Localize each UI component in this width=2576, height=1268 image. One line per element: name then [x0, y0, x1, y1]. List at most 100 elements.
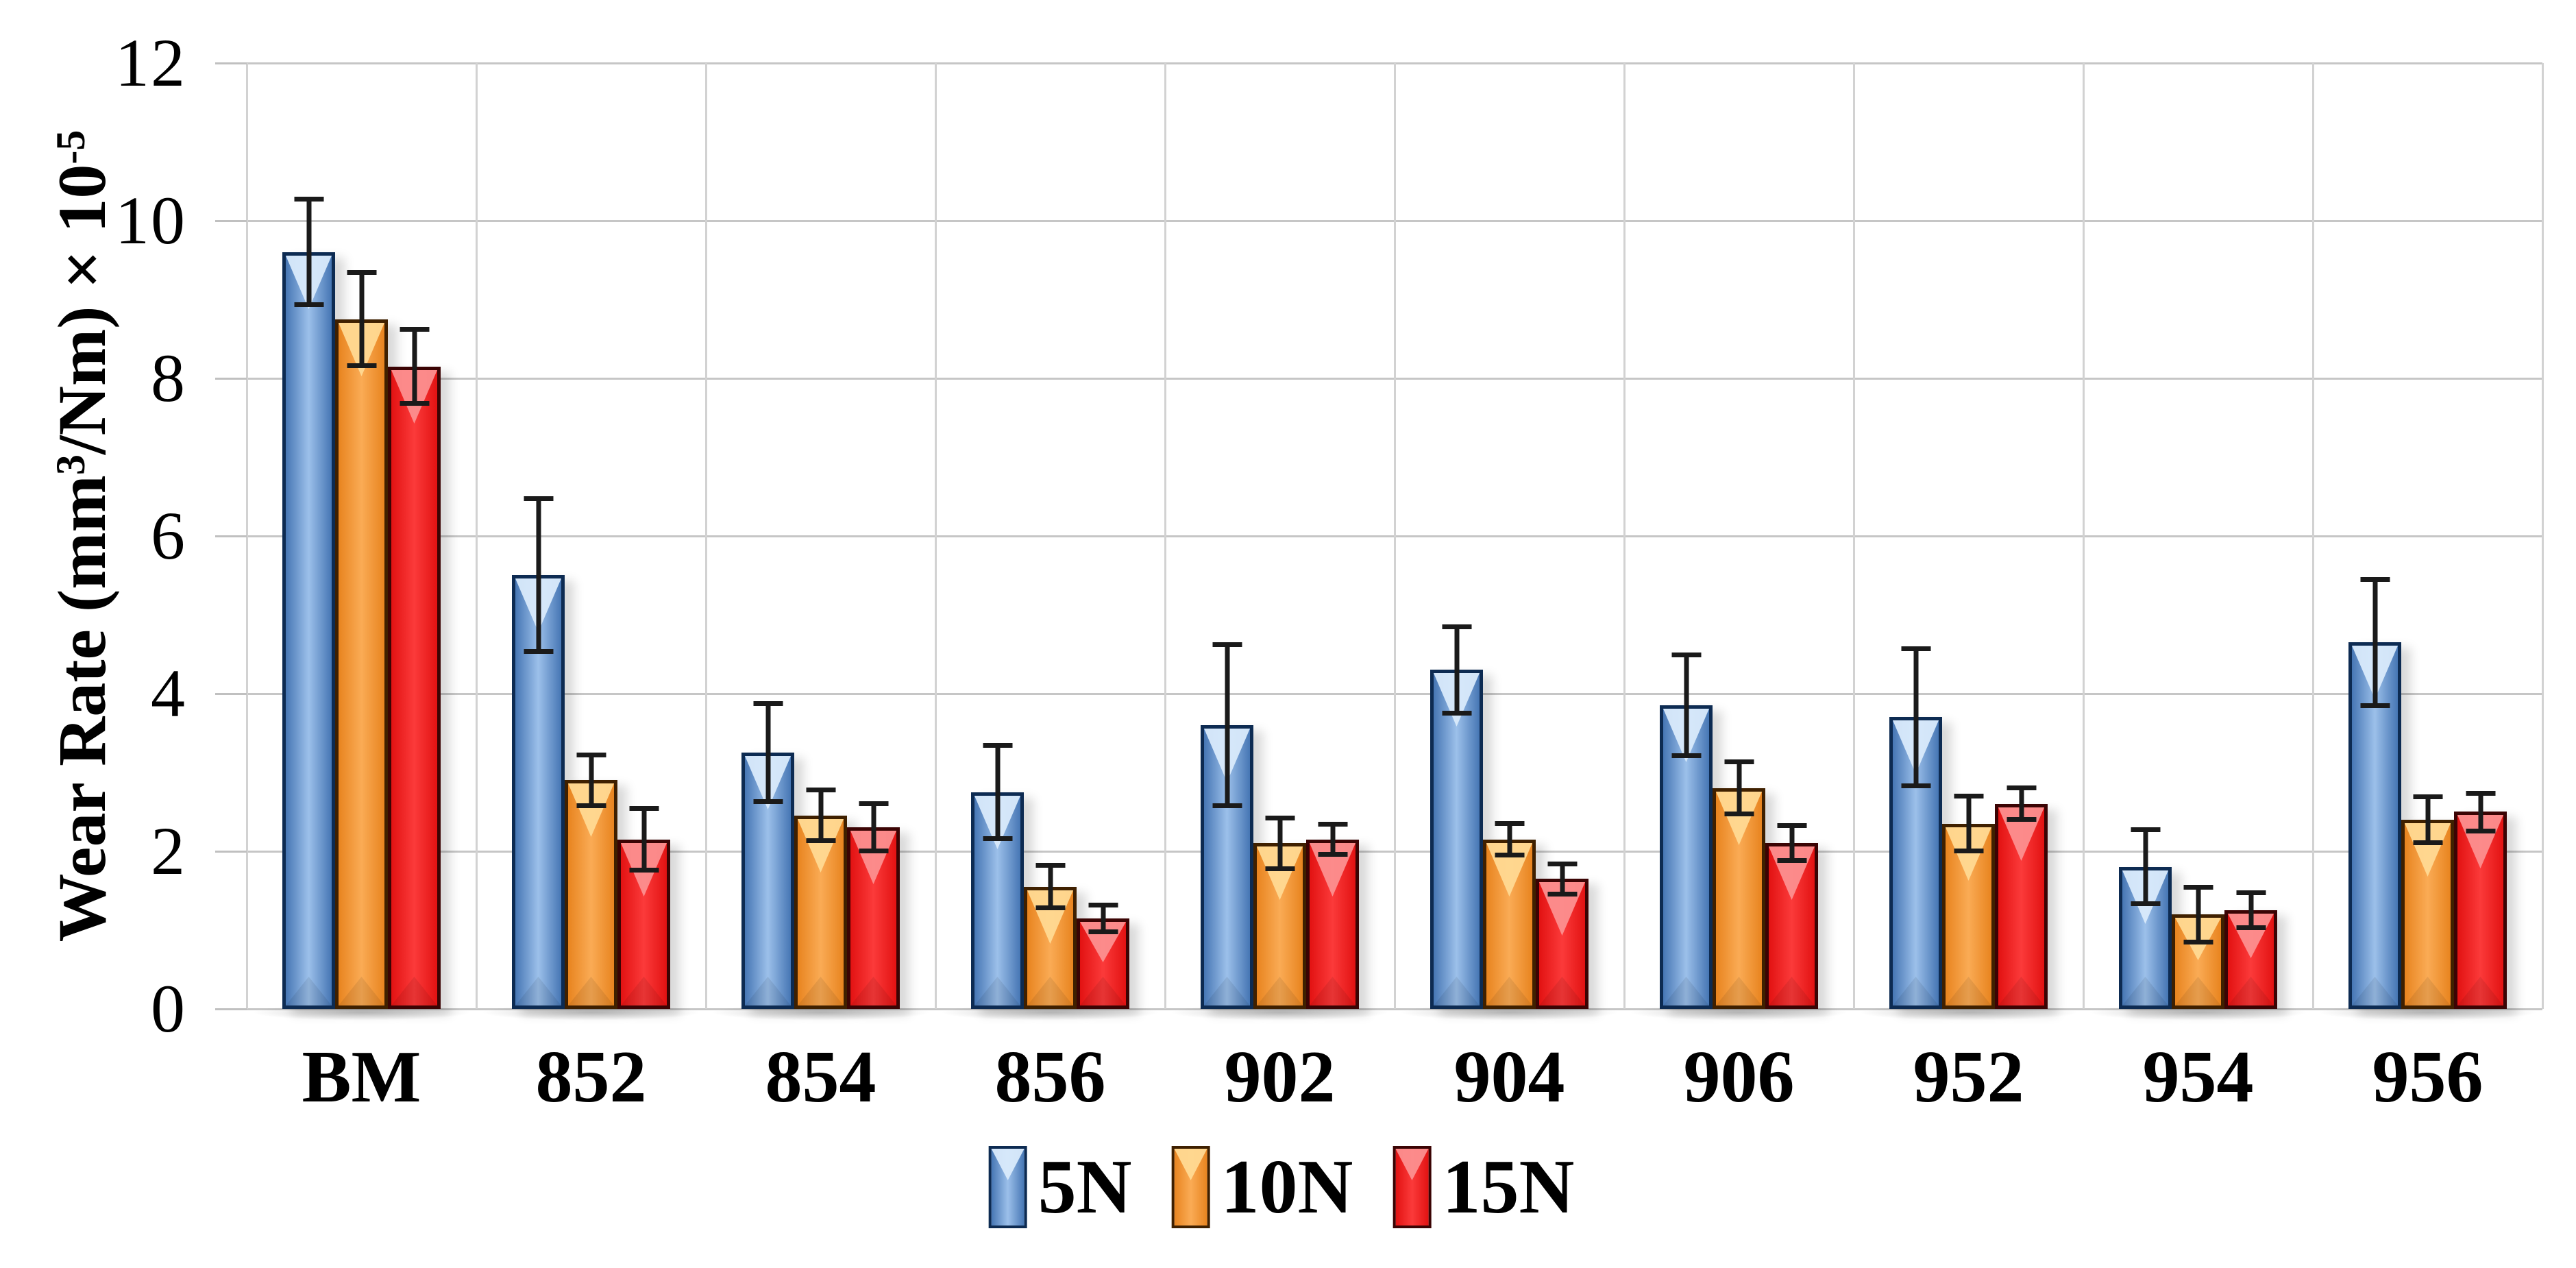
error-bar-line: [1789, 823, 1794, 863]
legend-swatch-gloss-10N: [1174, 1149, 1207, 1180]
error-bar-10N-852: [576, 753, 606, 808]
error-bar-10N-954: [2183, 885, 2213, 944]
error-bar-15N-BM: [400, 327, 429, 406]
error-bar-cap-top: [2131, 827, 2160, 832]
bar-base-shade-10N-904: [1486, 977, 1532, 1005]
bar-base-shade-5N-852: [515, 977, 561, 1005]
error-bar-15N-956: [2466, 791, 2495, 833]
error-bar-cap-top: [1318, 822, 1347, 827]
error-bar-line: [1048, 863, 1053, 910]
category-separator-5: [1393, 63, 1396, 1009]
y-tick-label-8: 8: [151, 340, 186, 416]
error-bar-cap-top: [576, 753, 606, 757]
legend-label-15N: 15N: [1442, 1145, 1575, 1230]
bar-base-shade-10N-954: [2175, 977, 2221, 1005]
y-axis-tick-0: [215, 1008, 247, 1010]
legend-swatch-gloss-5N: [991, 1149, 1025, 1180]
error-bar-cap-bottom: [400, 401, 429, 406]
y-axis-tick-2: [215, 850, 247, 853]
y-axis-tick-10: [215, 219, 247, 222]
error-bar-cap-top: [1671, 653, 1701, 657]
error-bar-cap-bottom: [983, 836, 1012, 841]
error-bar-cap-top: [1442, 624, 1471, 629]
bar-base-shade-5N-904: [1434, 977, 1480, 1005]
error-bar-line: [1330, 822, 1335, 857]
error-bar-line: [995, 743, 1000, 841]
bar-10N-956: [2401, 820, 2454, 1009]
bar-base-shade-10N-956: [2405, 977, 2451, 1005]
error-bar-line: [1913, 646, 1918, 788]
x-axis-label-904: 904: [1453, 1036, 1565, 1118]
bar-cluster-856: [940, 63, 1160, 1021]
error-bar-cap-bottom: [1495, 853, 1524, 857]
error-bar-10N-956: [2413, 794, 2442, 845]
legend-swatch-5N: [988, 1146, 1027, 1228]
error-bar-cap-top: [2360, 577, 2390, 582]
error-bar-15N-906: [1777, 823, 1806, 863]
bar-10N-BM: [335, 319, 388, 1009]
bar-15N-BM: [388, 367, 441, 1009]
legend-label-10N: 10N: [1220, 1145, 1353, 1230]
error-bar-cap-bottom: [2183, 940, 2213, 944]
bar-base-shade-10N-BM: [339, 977, 384, 1005]
bar-10N-852: [565, 780, 617, 1009]
error-bar-10N-902: [1265, 816, 1295, 871]
bar-10N-904: [1483, 840, 1536, 1009]
x-axis-label-954: 954: [2142, 1036, 2254, 1118]
y-tick-label-2: 2: [151, 813, 186, 889]
error-bar-cap-bottom: [1901, 783, 1930, 788]
error-bar-10N-952: [1954, 794, 1983, 853]
category-separator-2: [704, 63, 707, 1009]
bar-base-shade-15N-854: [850, 977, 896, 1005]
error-bar-cap-bottom: [294, 302, 323, 307]
y-axis-tick-8: [215, 377, 247, 380]
error-bar-line: [1225, 642, 1229, 808]
error-bar-line: [2143, 827, 2148, 906]
category-separator-7: [1852, 63, 1855, 1009]
category-separator-1: [475, 63, 478, 1009]
error-bar-line: [641, 806, 646, 873]
error-bar-5N-906: [1671, 653, 1701, 758]
x-axis-label-902: 902: [1224, 1036, 1336, 1118]
error-bar-line: [536, 496, 541, 654]
bar-5N-904: [1430, 670, 1483, 1009]
error-bar-cap-bottom: [1035, 905, 1065, 910]
error-bar-cap-top: [1954, 794, 1983, 798]
error-bar-line: [1507, 821, 1512, 857]
y-axis-tick-4: [215, 692, 247, 695]
error-bar-cap-top: [1265, 816, 1295, 820]
error-bar-cap-top: [806, 788, 835, 792]
error-bar-5N-902: [1212, 642, 1242, 808]
legend: 5N 10N 15N: [988, 1145, 1575, 1230]
bar-cluster-952: [1859, 63, 2078, 1021]
x-axis-label-906: 906: [1683, 1036, 1795, 1118]
category-separator-4: [1164, 63, 1166, 1009]
error-bar-5N-954: [2131, 827, 2160, 906]
error-bar-line: [2196, 885, 2200, 944]
error-bar-line: [2478, 791, 2483, 833]
error-bar-cap-top: [2413, 794, 2442, 799]
bar-10N-906: [1713, 788, 1765, 1009]
legend-swatch-gloss-15N: [1395, 1149, 1429, 1180]
legend-swatch-10N: [1171, 1146, 1210, 1228]
bar-base-shade-5N-854: [745, 977, 791, 1005]
error-bar-cap-top: [1088, 903, 1118, 907]
bar-5N-BM: [282, 252, 335, 1009]
error-bar-cap-top: [2236, 890, 2266, 895]
y-tick-label-0: 0: [151, 971, 186, 1047]
bar-base-shade-5N-902: [1204, 977, 1250, 1005]
category-separator-3: [934, 63, 937, 1009]
bar-10N-854: [794, 816, 847, 1009]
error-bar-line: [2019, 785, 2024, 822]
bar-base-shade-10N-902: [1257, 977, 1303, 1005]
y-axis-tick-12: [215, 62, 247, 64]
bar-cluster-954: [2088, 63, 2308, 1021]
error-bar-line: [1454, 624, 1459, 716]
error-bar-cap-bottom: [1265, 866, 1295, 871]
legend-swatch-15N: [1393, 1146, 1432, 1228]
error-bar-cap-bottom: [2360, 703, 2390, 708]
y-axis-title-superscript-minus5: -5: [48, 130, 93, 164]
bar-base-shade-15N-852: [621, 977, 667, 1005]
category-separator-6: [1623, 63, 1626, 1009]
error-bar-cap-bottom: [1954, 849, 1983, 853]
